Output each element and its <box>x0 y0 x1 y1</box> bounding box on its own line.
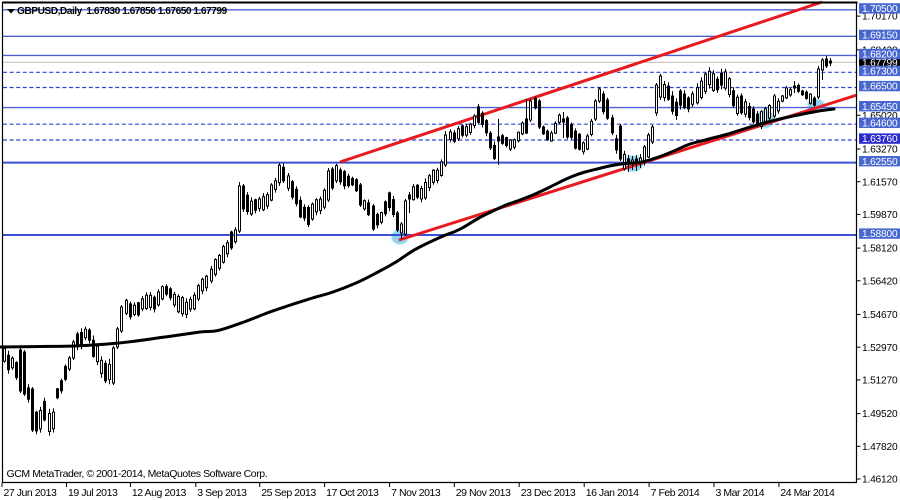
svg-text:7 Feb 2014: 7 Feb 2014 <box>651 487 700 499</box>
svg-text:1.67300: 1.67300 <box>862 67 898 78</box>
svg-text:7 Nov 2013: 7 Nov 2013 <box>391 487 441 499</box>
svg-text:3 Mar 2014: 3 Mar 2014 <box>716 487 765 499</box>
svg-text:1.63270: 1.63270 <box>862 145 898 156</box>
svg-text:1.64600: 1.64600 <box>862 118 898 129</box>
svg-text:1.59870: 1.59870 <box>862 210 898 221</box>
svg-text:1.66500: 1.66500 <box>862 82 898 93</box>
svg-text:3 Sep 2013: 3 Sep 2013 <box>197 487 247 499</box>
svg-text:1.70170: 1.70170 <box>862 12 898 23</box>
svg-text:1.68200: 1.68200 <box>862 50 898 61</box>
svg-text:16 Jan 2014: 16 Jan 2014 <box>586 487 639 499</box>
svg-text:1.65020: 1.65020 <box>862 111 898 122</box>
svg-text:1.69150: 1.69150 <box>862 31 898 42</box>
svg-text:1.70500: 1.70500 <box>862 4 898 15</box>
svg-text:25 Sep 2013: 25 Sep 2013 <box>261 487 316 499</box>
svg-text:1.46120: 1.46120 <box>862 475 898 486</box>
svg-text:12 Aug 2013: 12 Aug 2013 <box>132 487 187 499</box>
svg-text:1.56420: 1.56420 <box>862 276 898 287</box>
svg-text:1.51270: 1.51270 <box>862 376 898 387</box>
svg-text:1.63760: 1.63760 <box>862 134 898 145</box>
svg-text:1.58120: 1.58120 <box>862 244 898 255</box>
svg-text:27 Jun 2013: 27 Jun 2013 <box>4 487 57 499</box>
svg-text:24 Mar 2014: 24 Mar 2014 <box>780 487 835 499</box>
svg-text:GCM MetaTrader, © 2001-2014, M: GCM MetaTrader, © 2001-2014, MetaQuotes … <box>7 468 268 480</box>
svg-text:1.52970: 1.52970 <box>862 343 898 354</box>
svg-text:29 Nov 2013: 29 Nov 2013 <box>456 487 511 499</box>
svg-text:1.54670: 1.54670 <box>862 310 898 321</box>
svg-text:17 Oct 2013: 17 Oct 2013 <box>326 487 379 499</box>
svg-text:1.67799: 1.67799 <box>862 58 898 69</box>
svg-text:23 Dec 2013: 23 Dec 2013 <box>521 487 576 499</box>
svg-text:19 Jul 2013: 19 Jul 2013 <box>68 487 118 499</box>
svg-text:GBPUSD,Daily 1.67830 1.67856: GBPUSD,Daily 1.67830 1.67856 1.67650 1.6… <box>17 6 228 17</box>
svg-text:1.62550: 1.62550 <box>862 157 898 168</box>
svg-text:1.58800: 1.58800 <box>862 229 898 240</box>
svg-text:1.61570: 1.61570 <box>862 177 898 188</box>
svg-text:1.65450: 1.65450 <box>862 102 898 113</box>
svg-text:1.49520: 1.49520 <box>862 409 898 420</box>
svg-text:1.47820: 1.47820 <box>862 442 898 453</box>
